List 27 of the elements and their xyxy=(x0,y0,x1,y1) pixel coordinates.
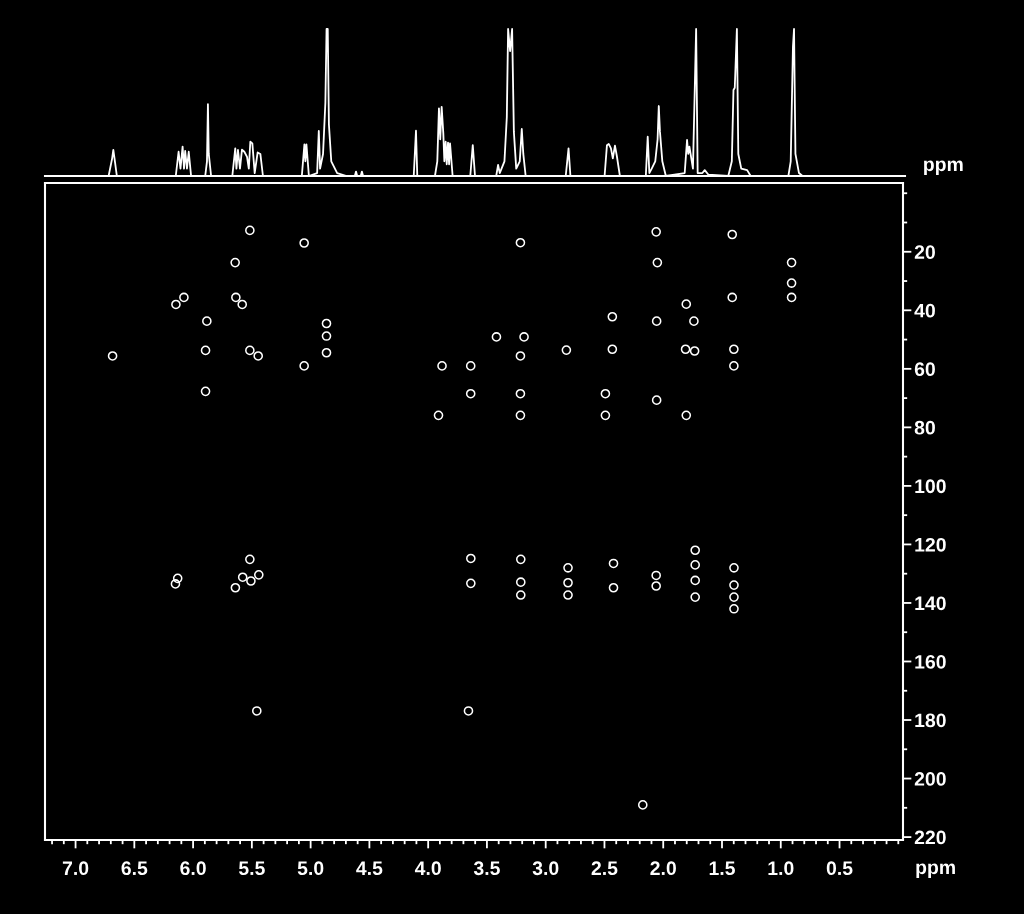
x-axis-title: ppm xyxy=(916,863,955,878)
y-tick-label: 160 xyxy=(915,654,946,669)
y-axis-title: ppm xyxy=(924,160,963,175)
x-tick-label: 7.0 xyxy=(62,861,89,876)
y-tick-label: 100 xyxy=(915,479,946,494)
x-tick-label: 2.0 xyxy=(650,861,676,876)
x-tick-label: 5.5 xyxy=(238,861,265,876)
x-tick-label: 6.0 xyxy=(180,861,206,876)
x-tick-label: 6.5 xyxy=(121,861,148,876)
x-tick-label: 3.0 xyxy=(532,861,559,876)
y-tick-label: 200 xyxy=(914,772,946,786)
y-tick-label: 40 xyxy=(914,303,935,318)
y-tick-label: 220 xyxy=(914,830,946,845)
y-tick-label: 60 xyxy=(914,362,935,377)
y-tick-label: 140 xyxy=(915,596,946,611)
x-tick-label: 1.0 xyxy=(768,861,794,876)
x-tick-label: 4.0 xyxy=(414,861,441,876)
x-tick-label: 3.5 xyxy=(473,861,500,876)
x-tick-label: 4.5 xyxy=(356,861,383,876)
x-tick-label: 1.5 xyxy=(709,861,735,876)
y-tick-label: 80 xyxy=(914,420,935,435)
y-tick-label: 120 xyxy=(915,537,946,552)
x-tick-label: 5.0 xyxy=(297,861,324,876)
y-tick-label: 180 xyxy=(915,713,946,728)
x-tick-label: 2.5 xyxy=(591,861,618,876)
x-tick-label: 0.5 xyxy=(826,861,853,876)
y-tick-label: 20 xyxy=(914,245,935,260)
